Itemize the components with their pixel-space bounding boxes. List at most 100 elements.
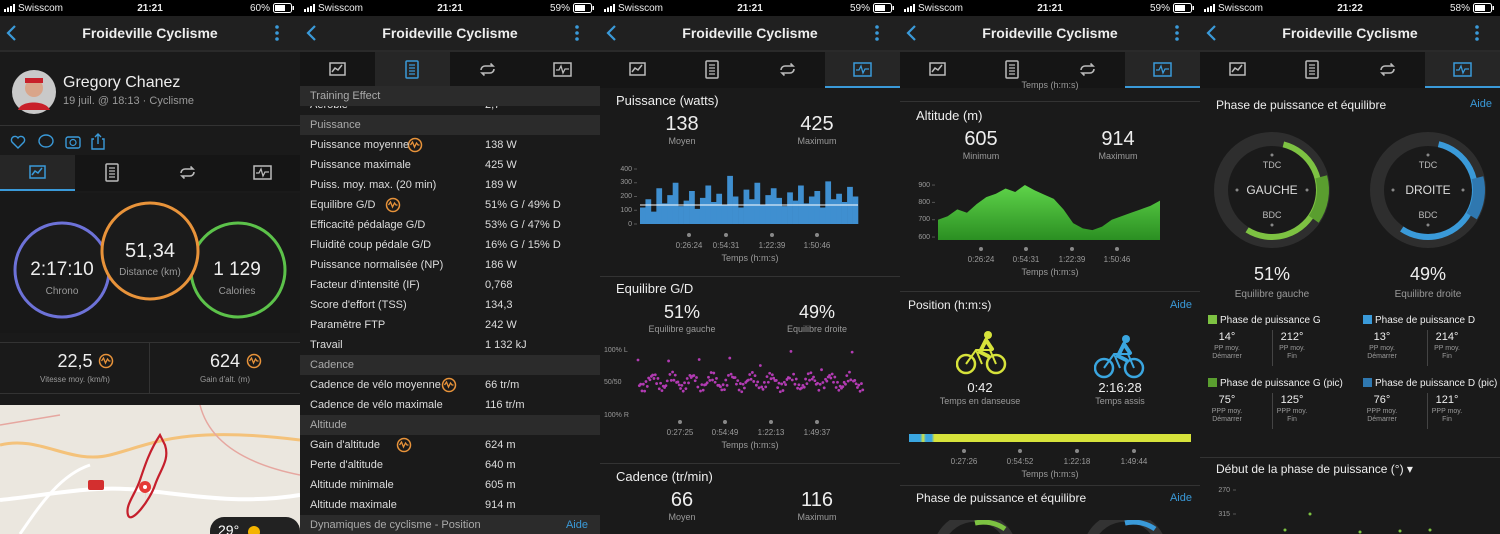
tab[interactable] xyxy=(600,52,675,88)
help-link[interactable]: Aide xyxy=(1169,492,1192,504)
menu-button[interactable] xyxy=(1472,24,1482,42)
signal xyxy=(304,4,315,12)
tab-icon xyxy=(629,62,646,76)
balance-dot xyxy=(793,382,797,386)
balance-dot xyxy=(837,388,841,392)
balance-dot xyxy=(715,376,718,380)
weather-sun xyxy=(248,526,260,534)
balance-dot xyxy=(667,359,670,363)
balance-dot xyxy=(820,368,823,372)
power-bar xyxy=(808,196,815,224)
power-bar xyxy=(716,193,723,224)
balance-dot xyxy=(712,371,716,375)
phase-value: 14° xyxy=(1218,331,1236,343)
power-bar xyxy=(661,203,668,224)
chart-title: Altitude (m) xyxy=(916,108,983,123)
power-bar xyxy=(689,191,695,224)
help-link[interactable]: Aide xyxy=(1469,98,1492,110)
power-bar xyxy=(776,197,782,224)
tab[interactable] xyxy=(750,52,825,88)
tab[interactable] xyxy=(675,52,750,88)
carrier: Swisscom xyxy=(618,2,664,14)
tab[interactable] xyxy=(1350,52,1425,88)
back-button[interactable] xyxy=(4,24,20,42)
back-button[interactable] xyxy=(1204,24,1220,42)
help-link[interactable]: Aide xyxy=(565,519,588,531)
balance-dot xyxy=(768,371,772,375)
balance-dot xyxy=(695,376,698,379)
x-tick-label: 0:54:52 xyxy=(1006,457,1034,466)
y-tick-label: 400 xyxy=(620,165,632,173)
balance-dot xyxy=(683,381,686,385)
clock: 21:22 xyxy=(1337,2,1363,14)
tab[interactable] xyxy=(450,52,525,88)
balance-dot xyxy=(829,376,833,380)
row-label: Cadence de vélo maximale xyxy=(310,399,443,411)
divider xyxy=(0,125,300,126)
back-button[interactable] xyxy=(904,24,920,42)
y-tick-label: 315 xyxy=(1218,510,1230,518)
tab[interactable] xyxy=(1275,52,1350,88)
start-dot xyxy=(1428,528,1432,532)
back-button[interactable] xyxy=(304,24,320,42)
x-tick-label: 0:54:49 xyxy=(711,428,739,437)
battery-icon xyxy=(1473,3,1494,13)
y-tick-label: 700 xyxy=(918,216,930,224)
balance-dot xyxy=(652,377,656,380)
balance-dot xyxy=(697,358,701,361)
balance-dot xyxy=(640,389,644,393)
summary-ring xyxy=(100,201,200,301)
x-tick-dot xyxy=(962,449,966,453)
table-row xyxy=(300,135,600,155)
balance-dot xyxy=(719,385,722,389)
tab[interactable] xyxy=(900,52,975,88)
power-bar xyxy=(656,188,663,224)
x-tick-label: 0:54:31 xyxy=(1012,255,1040,264)
x-tick-dot xyxy=(1018,449,1022,453)
header xyxy=(1200,16,1500,50)
ring-label: Calories xyxy=(218,285,256,297)
row-label: Altitude minimale xyxy=(310,479,394,491)
menu-button[interactable] xyxy=(572,24,582,42)
header-title: Froideville Cyclisme xyxy=(82,25,218,41)
start-dot xyxy=(1358,530,1362,534)
tab[interactable] xyxy=(150,155,225,191)
tab[interactable] xyxy=(1200,52,1275,88)
back-button[interactable] xyxy=(604,24,620,42)
ring-dot xyxy=(1270,223,1274,227)
ring-bottom: BDC xyxy=(1418,209,1438,220)
x-tick-dot xyxy=(979,247,983,251)
balance-dot xyxy=(796,386,799,390)
tab[interactable] xyxy=(75,155,150,191)
tab-icon xyxy=(405,60,419,79)
balance-dot xyxy=(641,382,645,386)
tab[interactable] xyxy=(1125,52,1200,88)
balance-dot xyxy=(756,380,760,384)
tab[interactable] xyxy=(1050,52,1125,88)
tab-icon xyxy=(1229,62,1246,76)
y-tick-label: 900 xyxy=(918,181,930,189)
phase-sub: Fin xyxy=(1442,415,1452,423)
x-tick-dot xyxy=(770,233,774,237)
tab[interactable] xyxy=(0,155,75,191)
ring-dot xyxy=(1426,223,1430,227)
tab[interactable] xyxy=(525,52,600,88)
tab[interactable] xyxy=(1425,52,1500,88)
tab[interactable] xyxy=(300,52,375,88)
tab[interactable] xyxy=(825,52,900,88)
tab[interactable] xyxy=(975,52,1050,88)
tab[interactable] xyxy=(375,52,450,88)
balance-dot xyxy=(709,371,713,374)
menu-button[interactable] xyxy=(272,24,282,42)
menu-button[interactable] xyxy=(872,24,882,42)
action-icons[interactable] xyxy=(8,132,118,152)
help-link[interactable]: Aide xyxy=(1169,299,1192,311)
start-dot xyxy=(1398,529,1402,533)
tab[interactable] xyxy=(225,155,300,191)
balance-dot xyxy=(810,377,814,381)
balance-dot xyxy=(762,380,766,384)
ring-dot xyxy=(1305,188,1309,192)
power-icon xyxy=(385,197,401,213)
balance-dot xyxy=(746,378,750,382)
menu-button[interactable] xyxy=(1172,24,1182,42)
